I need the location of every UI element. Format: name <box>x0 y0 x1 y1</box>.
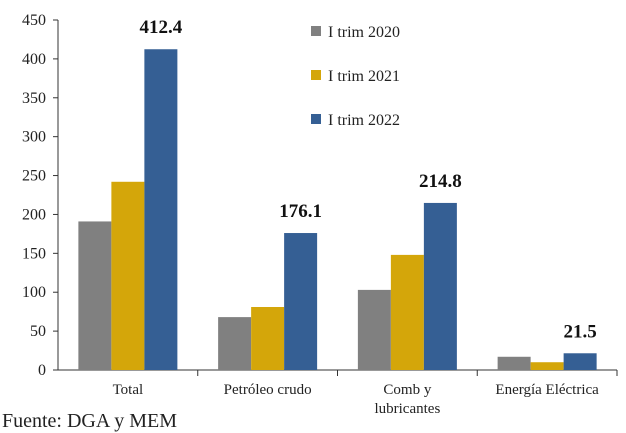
data-label: 214.8 <box>419 171 462 192</box>
y-tick-label: 300 <box>22 129 46 146</box>
y-tick-label: 0 <box>38 362 46 379</box>
y-tick-label: 250 <box>22 168 46 185</box>
bar <box>218 317 252 370</box>
y-tick-label: 100 <box>22 284 46 301</box>
data-label: 21.5 <box>564 321 597 342</box>
legend-label: I trim 2021 <box>328 68 400 85</box>
x-tick-label: Total <box>113 382 144 398</box>
bar <box>284 233 318 370</box>
bar <box>423 202 457 370</box>
y-tick-label: 350 <box>22 90 46 107</box>
legend-swatch <box>311 26 321 36</box>
x-tick-label: Comb y lubricantes <box>374 382 440 417</box>
y-tick-label: 150 <box>22 245 46 262</box>
bar <box>357 289 391 370</box>
y-tick-label: 50 <box>30 323 46 340</box>
y-tick-label: 200 <box>22 206 46 223</box>
x-tick-label: Energía Eléctrica <box>495 382 599 398</box>
bar <box>563 353 597 370</box>
bar <box>111 181 145 370</box>
legend-label: I trim 2022 <box>328 112 400 129</box>
bar <box>530 362 564 370</box>
legend-label: I trim 2020 <box>328 24 400 41</box>
y-tick-label: 450 <box>22 12 46 29</box>
bar <box>251 307 285 370</box>
data-label: 412.4 <box>140 17 183 38</box>
bar <box>144 49 178 370</box>
bar <box>78 221 112 370</box>
data-label: 176.1 <box>279 201 322 222</box>
chart-data-labels: 412.4 176.1 214.8 21.5 <box>140 17 597 342</box>
chart-legend: I trim 2020 I trim 2021 I trim 2022 <box>311 24 400 129</box>
bar <box>390 254 424 370</box>
legend-swatch <box>311 114 321 124</box>
legend-swatch <box>311 70 321 80</box>
x-tick-label: Petróleo crudo <box>224 382 312 398</box>
bar <box>497 356 531 370</box>
chart-bars <box>78 49 597 370</box>
source-note: Fuente: DGA y MEM <box>2 410 177 432</box>
y-tick-label: 400 <box>22 51 46 68</box>
chart-axes: 0 50 100 150 200 250 300 350 400 450 Total Petróleo… <box>22 12 618 417</box>
